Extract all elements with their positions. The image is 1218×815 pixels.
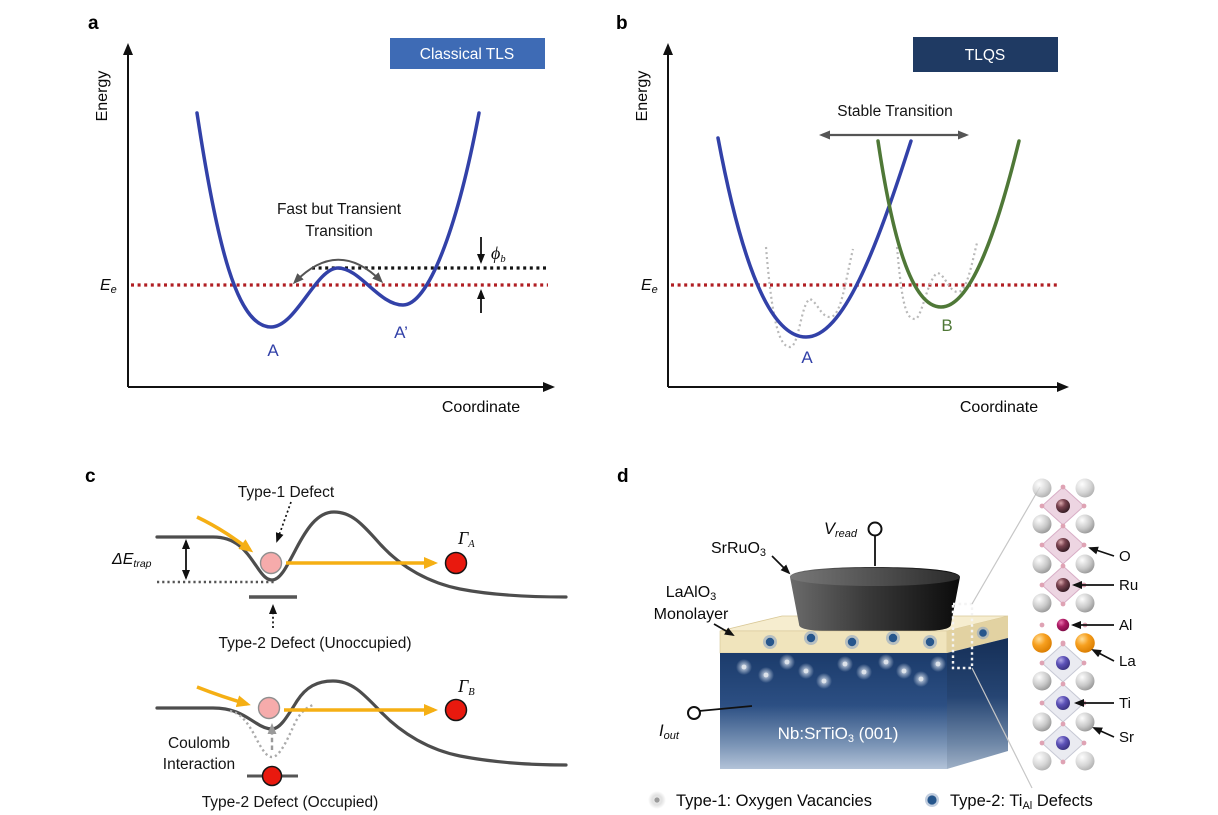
capture-arrow-bottom bbox=[196, 685, 251, 708]
coulomb-label-line1: Coulomb bbox=[168, 735, 230, 752]
parabola-b bbox=[876, 139, 1021, 309]
panel-b-y-axis-label: Energy bbox=[634, 71, 651, 122]
barrier-height-label: ϕb bbox=[491, 243, 506, 265]
well-a-prime-label: A’ bbox=[394, 323, 408, 342]
panel-a-y-axis-label: Energy bbox=[94, 71, 111, 122]
atom-label-ti: Ti bbox=[1119, 695, 1131, 712]
defect-legend: Type-1: Oxygen Vacancies Type-2: TiAl De… bbox=[648, 791, 1093, 812]
transient-transition-arrow bbox=[292, 258, 384, 285]
panel-b: b TLQS Energy Coordinate Stable Transiti… bbox=[616, 13, 1069, 416]
trap-energy-label: ΔEtrap bbox=[111, 551, 152, 570]
atom-label-ru: Ru bbox=[1119, 577, 1138, 594]
substrate-side-face bbox=[947, 638, 1008, 769]
sr-pointer-arrow bbox=[1092, 727, 1115, 738]
electrode-top-face bbox=[790, 568, 960, 586]
i-out-terminal bbox=[687, 706, 701, 720]
tio2-octahedra bbox=[1039, 641, 1087, 765]
atom-label-sr: Sr bbox=[1119, 729, 1134, 746]
transition-note-line2: Transition bbox=[305, 223, 372, 240]
panel-b-letter: b bbox=[616, 13, 628, 34]
electrode-pointer-arrow bbox=[771, 555, 791, 575]
double-well-curve bbox=[195, 111, 481, 329]
zoom-connector-bottom bbox=[971, 667, 1033, 789]
type2-defect-dots bbox=[763, 626, 990, 649]
substrate-front-face bbox=[720, 653, 947, 769]
zoom-connector-top bbox=[971, 486, 1041, 605]
ghost-double-well-b bbox=[895, 242, 979, 321]
panel-c: c Type-1 Defect ΔEtrap ΓA Type-2 Defect … bbox=[85, 466, 568, 811]
zoom-callout-box bbox=[951, 602, 974, 670]
panel-d: d bbox=[617, 466, 1138, 812]
monolayer-label-line1: LaAlO3 bbox=[666, 584, 717, 603]
type2-legend-dot bbox=[927, 795, 937, 805]
monolayer-label-line2: Monolayer bbox=[654, 606, 729, 623]
panel-a-energy-level-label: Ee bbox=[100, 277, 117, 296]
type2-legend-label: Type-2: TiAl Defects bbox=[950, 792, 1093, 812]
rate-b-label: ΓB bbox=[457, 676, 475, 698]
atom-labels: O Ru Al La Ti Sr bbox=[1071, 546, 1138, 746]
v-read-terminal bbox=[867, 521, 883, 537]
type1-legend-label: Type-1: Oxygen Vacancies bbox=[676, 792, 872, 810]
well-a-label: A bbox=[267, 341, 279, 360]
occupied-electron bbox=[261, 765, 283, 787]
panel-b-x-axis-label: Coordinate bbox=[960, 399, 1038, 416]
laalo3-layer bbox=[1032, 618, 1095, 653]
capture-arrow-top bbox=[196, 515, 254, 553]
atom-label-al: Al bbox=[1119, 617, 1132, 634]
tlqs-badge bbox=[913, 37, 1058, 72]
classical-tls-badge-label: Classical TLS bbox=[420, 46, 514, 63]
state-b-label: B bbox=[941, 316, 952, 335]
free-electron-bottom bbox=[444, 698, 468, 722]
i-out-label: Iout bbox=[659, 722, 680, 742]
la-pointer-arrow bbox=[1091, 649, 1115, 662]
classical-tls-badge bbox=[390, 38, 545, 69]
stable-transition-label: Stable Transition bbox=[837, 103, 952, 120]
monolayer-front-face bbox=[719, 630, 948, 654]
trapped-electron-top bbox=[259, 551, 283, 575]
type1-defect-label: Type-1 Defect bbox=[238, 484, 335, 501]
panel-b-energy-level-label: Ee bbox=[641, 277, 658, 296]
tlqs-badge-label: TLQS bbox=[965, 47, 1005, 64]
oxygen-vacancy-dots bbox=[736, 654, 946, 689]
panel-a-x-axis-label: Coordinate bbox=[442, 399, 520, 416]
panel-a: a Classical TLS Energy Coordinate Fast b… bbox=[88, 13, 555, 416]
v-read-label: Vread bbox=[824, 520, 858, 540]
atom-label-o: O bbox=[1119, 548, 1131, 565]
substrate-label: Nb:SrTiO3 (001) bbox=[778, 724, 899, 745]
free-electron-top bbox=[444, 551, 468, 575]
state-a-label: A bbox=[801, 348, 813, 367]
panel-c-letter: c bbox=[85, 466, 96, 487]
o-pointer-arrow bbox=[1088, 546, 1115, 557]
band-profile-unoccupied bbox=[155, 510, 568, 599]
panel-d-letter: d bbox=[617, 466, 629, 487]
ghost-deep-well bbox=[229, 703, 314, 759]
coulomb-label-line2: Interaction bbox=[163, 756, 235, 773]
atomic-structure-column: O Ru Al La Ti Sr bbox=[1032, 478, 1138, 771]
sr-sphere-rows bbox=[1032, 478, 1095, 771]
trapped-electron-bottom bbox=[257, 696, 281, 720]
band-profile-occupied bbox=[155, 679, 568, 767]
monolayer-pointer-arrow bbox=[713, 623, 735, 637]
type2-unoccupied-label: Type-2 Defect (Unoccupied) bbox=[219, 635, 412, 652]
electrode-label: SrRuO3 bbox=[711, 540, 766, 559]
rate-a-label: ΓA bbox=[457, 528, 475, 550]
panel-a-letter: a bbox=[88, 13, 99, 34]
parabola-a bbox=[716, 136, 913, 339]
ruo2-octahedra bbox=[1039, 484, 1087, 607]
i-out-wire bbox=[698, 705, 753, 712]
atom-label-la: La bbox=[1119, 653, 1136, 670]
type2-occupied-label: Type-2 Defect (Occupied) bbox=[202, 794, 379, 811]
transition-note-line1: Fast but Transient bbox=[277, 201, 402, 218]
